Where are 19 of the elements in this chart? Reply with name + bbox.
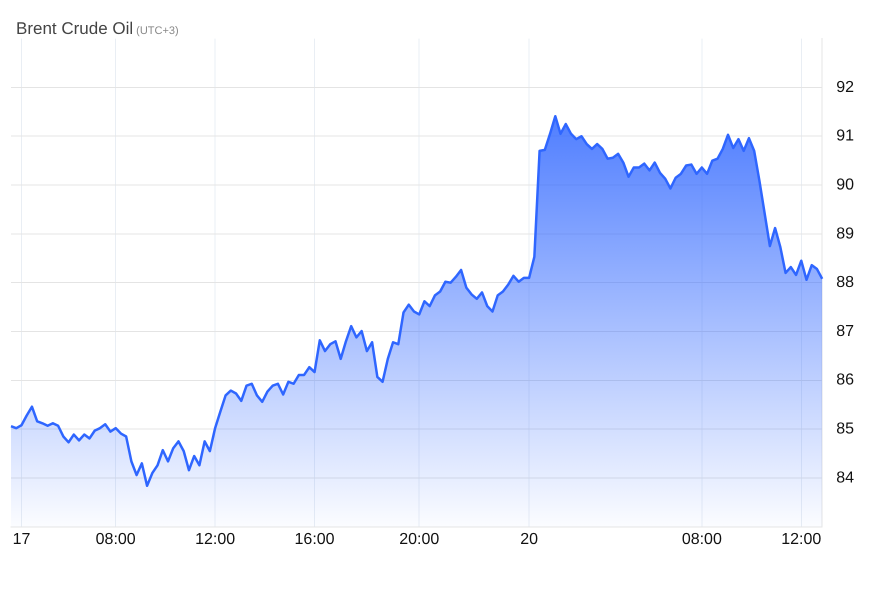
y-tick-label: 86 xyxy=(836,372,854,389)
x-tick-label: 20 xyxy=(520,530,538,548)
chart-subtitle: (UTC+3) xyxy=(136,25,179,37)
x-tick-label: 20:00 xyxy=(399,530,440,548)
y-tick-label: 85 xyxy=(836,420,854,438)
y-tick-label: 89 xyxy=(836,225,854,242)
x-tick-label: 08:00 xyxy=(682,530,722,548)
y-tick-label: 92 xyxy=(836,78,854,96)
x-tick-label: 08:00 xyxy=(96,530,136,548)
y-tick-label: 84 xyxy=(836,469,854,486)
x-tick-label: 17 xyxy=(12,530,30,548)
x-tick-label: 12:00 xyxy=(781,530,822,548)
x-tick-label: 12:00 xyxy=(195,530,236,548)
x-tick-label: 16:00 xyxy=(294,530,335,548)
y-tick-label: 87 xyxy=(836,322,854,340)
y-tick-label: 90 xyxy=(836,176,854,194)
y-tick-label: 91 xyxy=(836,128,854,145)
chart-title: Brent Crude Oil xyxy=(16,19,134,38)
y-tick-label: 88 xyxy=(836,274,854,292)
